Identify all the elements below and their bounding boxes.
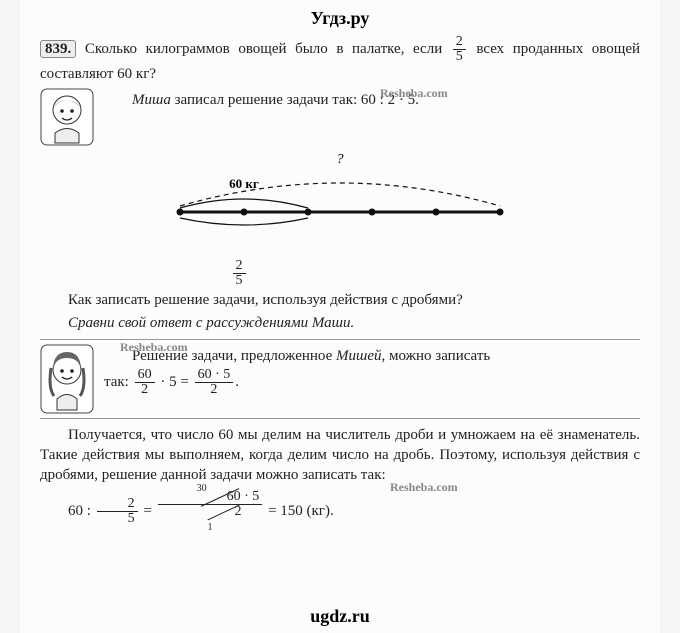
problem-text: 839. Сколько килограммов овощей было в п…	[40, 35, 640, 84]
masha-eq1: так: 602 · 5 = 60 · 52.	[104, 368, 640, 397]
final-frac-num: 2	[97, 497, 138, 512]
watermark-resheba-2: Resheba.com	[120, 340, 188, 355]
final-pre: 60 :	[68, 502, 95, 518]
final-eq: =	[140, 502, 156, 518]
frac-60x5-2: 60 · 52	[195, 368, 234, 397]
final-frac-den: 5	[97, 512, 138, 526]
masha-p1-name: Мишей	[336, 348, 381, 364]
fraction-2-5: 25	[453, 35, 466, 64]
cancel-mid: · 5	[241, 489, 260, 504]
final-cancel-num: 3060 · 5	[158, 490, 263, 505]
frac-60-2-den: 2	[135, 383, 155, 397]
final-frac-2-5: 25	[97, 497, 138, 526]
masha-p3: Получается, что число 60 мы делим на чис…	[40, 425, 640, 486]
question-2: Сравни свой ответ с рассуждениями Маши.	[40, 313, 640, 333]
cancel-sub-1: 1	[207, 522, 212, 533]
watermark-resheba-3: Resheba.com	[390, 480, 458, 495]
svg-text:?: ?	[337, 152, 344, 167]
page: Угдз.ру 839. Сколько килограммов овощей …	[20, 0, 660, 633]
final-result: = 150 (кг).	[264, 502, 333, 518]
masha-eq1-pre: так:	[104, 374, 133, 390]
misha-row: Миша записал решение задачи так: 60 : 2 …	[40, 88, 640, 146]
watermark-bottom: ugdz.ru	[20, 606, 660, 627]
diagram-frac-den: 5	[233, 274, 246, 288]
final-computation: 60 : 25 = 3060 · 521 = 150 (кг).	[40, 490, 640, 533]
avatar-girl	[40, 344, 94, 414]
frac-60x5-2-den: 2	[195, 383, 234, 397]
masha-eq1-end: .	[235, 374, 239, 390]
frac-den: 5	[453, 50, 466, 64]
question-1: Как записать решение задачи, используя д…	[40, 290, 640, 310]
problem-part1: Сколько килограммов овощей было в палатк…	[85, 41, 451, 57]
svg-text:60 кг: 60 кг	[229, 176, 259, 191]
frac-60-2: 602	[135, 368, 155, 397]
masha-p1-post: , можно записать	[382, 348, 491, 364]
final-cancel-frac: 3060 · 521	[158, 490, 263, 533]
masha-eq1-mid: · 5 =	[157, 374, 193, 390]
watermark-top: Угдз.ру	[40, 8, 640, 29]
diagram-frac-num: 2	[233, 259, 246, 274]
segment-diagram: ? 60 кг 2 5	[40, 152, 640, 288]
frac-60x5-2-num: 60 · 5	[195, 368, 234, 383]
misha-line: Миша записал решение задачи так: 60 : 2 …	[104, 90, 640, 110]
watermark-resheba-1: Resheba.com	[380, 86, 448, 101]
avatar-boy	[40, 88, 94, 146]
final-cancel-den: 21	[158, 505, 263, 533]
frac-num: 2	[453, 35, 466, 50]
cancel-2: 2	[206, 505, 241, 519]
task-number: 839.	[40, 40, 76, 58]
misha-name: Миша	[132, 92, 171, 108]
diagram-frac: 2 5	[233, 259, 246, 288]
cancel-60: 60	[199, 490, 241, 504]
frac-60-2-num: 60	[135, 368, 155, 383]
